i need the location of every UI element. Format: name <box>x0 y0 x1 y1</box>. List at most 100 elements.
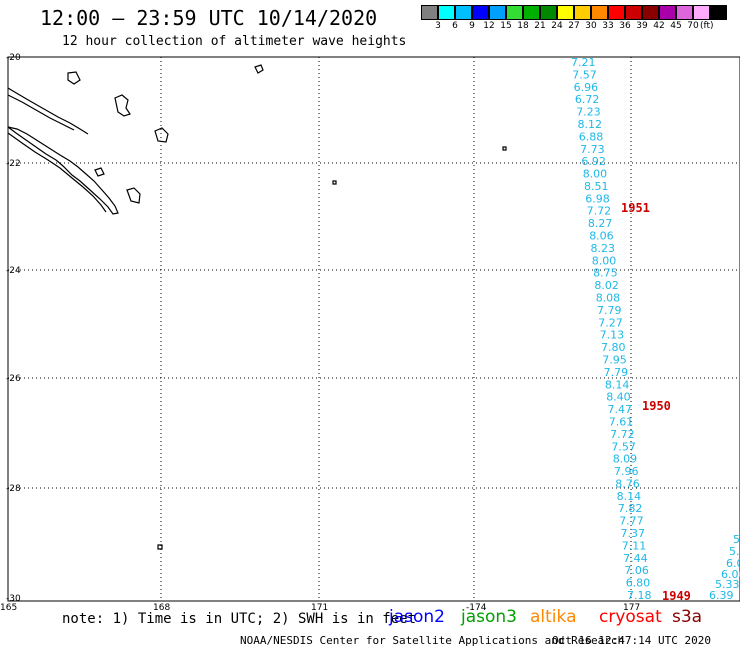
longitude-label: 177 <box>623 603 640 613</box>
footer-credit: NOAA/NESDIS Center for Satellite Applica… <box>240 634 625 647</box>
wave-height-label: 7.21 <box>571 56 596 69</box>
small-island-b <box>502 146 507 151</box>
wave-height-label: 8.14 <box>617 490 642 503</box>
wave-height-label: 5.33 <box>715 578 740 591</box>
legend-swatch <box>608 5 625 20</box>
wave-height-label: 7.57 <box>572 68 597 81</box>
small-island-c <box>157 544 163 550</box>
track-right: 55.6.06.065.336.39 <box>709 533 740 602</box>
wave-height-label: 5 <box>733 533 740 546</box>
wave-height-label: 8.00 <box>592 254 617 267</box>
new-caledonia-coast <box>7 126 119 215</box>
legend-tick-label: 42 <box>653 21 665 31</box>
legend-tick-label: 70 <box>687 21 699 31</box>
wave-height-label: 7.79 <box>604 366 629 379</box>
color-legend: 3 6 9 12 15 18 21 24 27 30 33 36 39 42 45 70 (ft) <box>421 5 727 32</box>
latitude-label: -30 <box>6 594 21 604</box>
page-title: 12:00 – 23:59 UTC 10/14/2020 <box>40 6 378 30</box>
legend-tick-label: 9 <box>469 21 475 31</box>
longitude-label: 168 <box>153 603 170 613</box>
legend-tick-label: 27 <box>568 21 580 31</box>
wave-height-label: 8.51 <box>584 180 609 193</box>
loyalty-island-2 <box>154 127 169 143</box>
page-subtitle: 12 hour collection of altimeter wave hei… <box>62 34 407 49</box>
wave-height-label: 8.02 <box>594 279 619 292</box>
wave-height-label: 8.00 <box>583 168 608 181</box>
wave-height-label: 8.76 <box>615 477 640 490</box>
time-label: 1950 <box>642 399 671 413</box>
loyalty-island-3 <box>126 187 141 204</box>
loyalty-island-1 <box>114 94 131 117</box>
legend-swatch <box>540 5 557 20</box>
wave-height-label: 6.39 <box>709 589 734 602</box>
wave-height-label: 7.18 <box>627 589 652 602</box>
satellite-jason2: jason2 <box>389 607 445 627</box>
legend-swatch <box>574 5 591 20</box>
wave-height-label: 7.96 <box>614 465 639 478</box>
footer-note: note: 1) Time is in UTC; 2) SWH is in fe… <box>62 611 417 627</box>
legend-tick-label: 3 <box>435 21 441 31</box>
wave-height-label: 6.80 <box>626 577 651 590</box>
wave-height-label: 7.95 <box>602 354 627 367</box>
legend-swatch <box>625 5 642 20</box>
legend-swatch <box>557 5 574 20</box>
satellite-jason3: jason3 <box>461 607 517 627</box>
gridlines <box>8 57 740 601</box>
map-frame <box>7 56 740 602</box>
wave-height-label: 8.08 <box>596 292 621 305</box>
latitude-label: -26 <box>6 374 21 384</box>
wave-height-label: 7.61 <box>609 416 634 429</box>
isle-of-pines <box>94 167 105 177</box>
legend-swatch <box>472 5 489 20</box>
legend-swatches <box>421 5 727 20</box>
wave-height-label: 8.06 <box>589 230 614 243</box>
satellite-cryosat: cryosat <box>599 607 662 627</box>
wave-height-label: 8.14 <box>605 378 630 391</box>
legend-tick-label: 15 <box>500 21 512 31</box>
wave-height-label: 7.79 <box>597 304 622 317</box>
legend-tick-label: 45 <box>670 21 682 31</box>
small-island-a <box>332 180 337 185</box>
wave-height-label: 7.13 <box>600 329 625 342</box>
wave-height-label: 5. <box>729 545 740 558</box>
satellite-altika: altika <box>530 607 577 627</box>
legend-labels: 3 6 9 12 15 18 21 24 27 30 33 36 39 42 45 70 (ft) <box>421 20 727 32</box>
legend-swatch <box>676 5 693 20</box>
wave-height-label: 8.75 <box>593 267 618 280</box>
wave-height-label: 7.37 <box>621 527 646 540</box>
legend-swatch <box>591 5 608 20</box>
legend-swatch <box>659 5 676 20</box>
wave-height-label: 7.80 <box>601 341 626 354</box>
island-north <box>254 64 264 74</box>
latitude-label: -24 <box>6 266 21 276</box>
satellite-s3a: s3a <box>672 607 703 627</box>
legend-swatch <box>455 5 472 20</box>
legend-swatch <box>710 5 727 20</box>
time-label: 1951 <box>621 201 650 215</box>
wave-height-label: 7.27 <box>598 316 623 329</box>
legend-swatch <box>438 5 455 20</box>
footer-timestamp: Oct 16 12:47:14 UTC 2020 <box>552 634 711 647</box>
legend-unit: (ft) <box>700 21 714 31</box>
wave-height-label: 7.82 <box>618 502 643 515</box>
wave-height-label: 6.96 <box>574 81 599 94</box>
wave-height-label: 8.27 <box>588 217 613 230</box>
time-label: 1949 <box>662 589 691 603</box>
reef-north <box>7 87 89 135</box>
legend-tick-label: 30 <box>585 21 597 31</box>
legend-swatch <box>489 5 506 20</box>
wave-height-label: 7.72 <box>587 205 612 218</box>
wave-height-label: 6.0 <box>726 557 740 570</box>
legend-tick-label: 6 <box>452 21 458 31</box>
longitude-label: 165 <box>0 603 17 613</box>
wave-height-label: 6.92 <box>581 155 606 168</box>
longitude-label: -174 <box>466 603 487 613</box>
legend-tick-label: 18 <box>517 21 529 31</box>
latitude-label: -28 <box>6 484 21 494</box>
latitude-label: -22 <box>6 159 21 169</box>
wave-height-label: 6.72 <box>575 93 600 106</box>
track-main: 7.217.576.966.727.238.126.887.736.928.00… <box>571 56 652 602</box>
wave-height-label: 7.06 <box>624 564 649 577</box>
wave-height-label: 6.98 <box>585 192 610 205</box>
